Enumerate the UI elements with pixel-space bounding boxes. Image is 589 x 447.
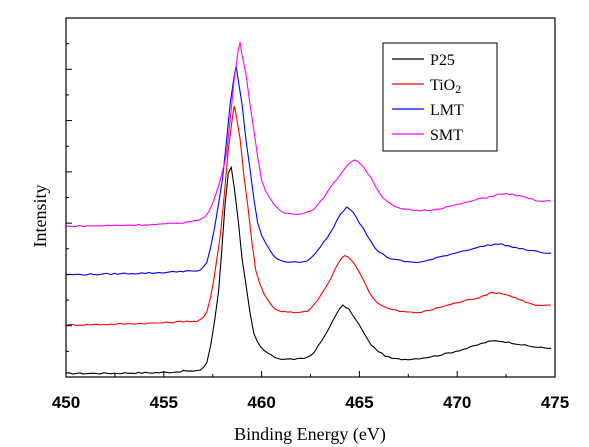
x-tick-label: 470 — [443, 393, 471, 412]
series-layer — [65, 42, 552, 375]
x-tick-label: 450 — [52, 393, 80, 412]
legend-label: TiO2 — [430, 77, 461, 96]
series-line-tio2 — [65, 105, 552, 327]
series-line-lmt — [65, 66, 552, 276]
legend-label: SMT — [430, 127, 463, 144]
legend-box — [382, 42, 498, 152]
y-axis-ticks — [66, 17, 72, 378]
x-tick-label: 460 — [247, 393, 275, 412]
series-line-p25 — [65, 165, 552, 375]
x-tick-label: 475 — [541, 393, 569, 412]
plot-area: 450 455 460 465 470 475 — [52, 17, 569, 412]
legend-items: P25 TiO2 LMT SMT — [392, 52, 464, 144]
legend-label: LMT — [430, 102, 464, 119]
x-tick-label: 465 — [345, 393, 373, 412]
x-axis-title: Binding Energy (eV) — [234, 424, 386, 445]
x-axis-ticks: 450 455 460 465 470 475 — [52, 371, 569, 412]
x-tick-label: 455 — [150, 393, 178, 412]
series-line-smt — [65, 42, 552, 228]
legend-label: P25 — [430, 52, 455, 69]
legend: P25 TiO2 LMT SMT — [382, 42, 498, 152]
y-axis-title: Intensity — [30, 185, 50, 248]
